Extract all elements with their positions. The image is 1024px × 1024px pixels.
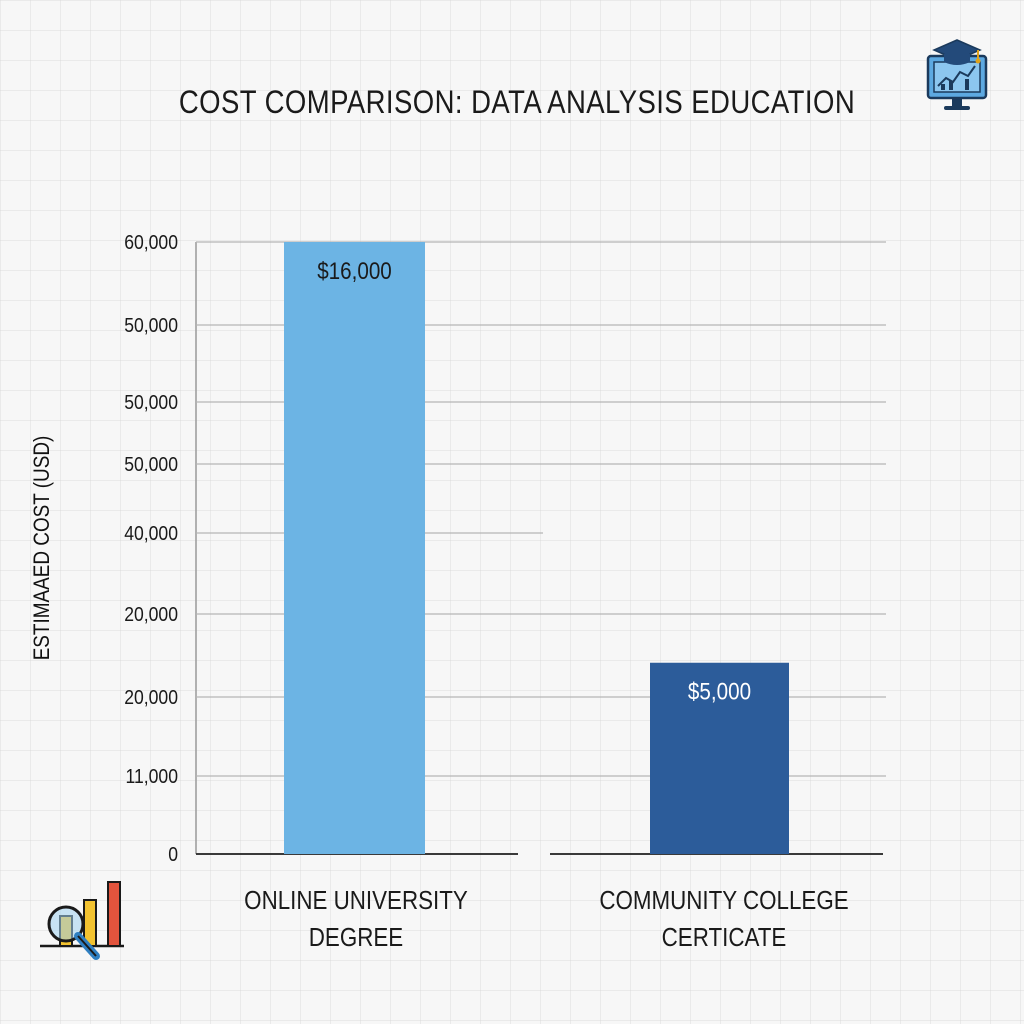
y-tick-label: 50,000 xyxy=(124,391,178,413)
category-label-line: DEGREE xyxy=(308,922,404,952)
y-tick-label: 11,000 xyxy=(125,765,178,787)
y-tick-label: 50,000 xyxy=(124,453,178,475)
bar xyxy=(650,662,789,854)
bar xyxy=(284,242,425,854)
category-label-online-university: ONLINE UNIVERSITY DEGREE xyxy=(218,882,493,956)
bar-value-label: $5,000 xyxy=(688,678,751,705)
bar-value-label: $16,000 xyxy=(317,258,392,285)
category-label-community-college: COMMUNITY COLLEGE CERTICATE xyxy=(586,882,861,956)
y-tick-label: 40,000 xyxy=(124,522,178,544)
y-tick-label: 20,000 xyxy=(124,603,178,625)
monitor-graduation-chart-icon xyxy=(926,39,988,110)
y-tick-label: 60,000 xyxy=(124,231,178,253)
y-tick-label: 0 xyxy=(168,843,178,865)
category-label-line: COMMUNITY COLLEGE xyxy=(599,885,849,915)
category-label-line: ONLINE UNIVERSITY xyxy=(244,885,468,915)
y-tick-label: 50,000 xyxy=(124,314,178,336)
y-tick-label: 20,000 xyxy=(124,686,178,708)
bar-chart-magnifier-icon xyxy=(40,881,124,960)
category-label-line: CERTICATE xyxy=(661,922,787,952)
chart-title: COST COMPARISON: DATA ANALYSIS EDUCATION xyxy=(178,84,856,120)
